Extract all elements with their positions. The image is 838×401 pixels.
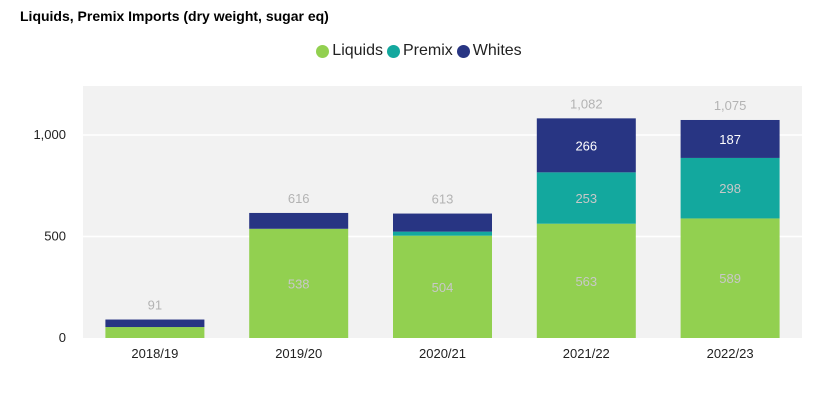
- legend: Liquids Premix Whites: [0, 42, 838, 60]
- x-tick-label: 2019/20: [275, 346, 322, 361]
- data-label: 504: [432, 280, 454, 295]
- x-tick-label: 2018/19: [131, 346, 178, 361]
- total-label: 613: [432, 192, 454, 207]
- y-tick-label: 500: [44, 229, 66, 244]
- chart-title: Liquids, Premix Imports (dry weight, sug…: [20, 8, 329, 24]
- data-label: 563: [575, 274, 597, 289]
- data-label: 589: [719, 271, 741, 286]
- data-label: 298: [719, 181, 741, 196]
- bar-segment-whites[interactable]: [249, 212, 349, 229]
- bar-segment-premix[interactable]: [393, 231, 492, 236]
- legend-swatch-premix: [387, 44, 400, 58]
- bar-segment-liquids[interactable]: [249, 228, 349, 338]
- bar-segment-premix[interactable]: [680, 157, 780, 219]
- legend-item-liquids[interactable]: Liquids: [316, 42, 383, 60]
- x-tick-label: 2022/23: [707, 346, 754, 361]
- bar-segment-liquids[interactable]: [680, 218, 780, 338]
- data-label: 187: [719, 132, 741, 147]
- legend-label-liquids: Liquids: [332, 42, 383, 59]
- y-tick-label: 0: [59, 330, 66, 345]
- x-tick-label: 2020/21: [419, 346, 466, 361]
- x-tick-label: 2021/22: [563, 346, 610, 361]
- data-label: 538: [288, 276, 310, 291]
- legend-label-whites: Whites: [472, 42, 522, 59]
- bar-segment-liquids[interactable]: [393, 235, 492, 338]
- bar-segment-whites[interactable]: [536, 118, 636, 173]
- total-label: 1,075: [714, 98, 747, 113]
- bar-segment-premix[interactable]: [536, 172, 636, 224]
- total-label: 91: [148, 298, 162, 313]
- legend-item-premix[interactable]: Premix: [387, 42, 453, 60]
- legend-item-whites[interactable]: Whites: [456, 42, 522, 60]
- bar-segment-whites[interactable]: [393, 213, 492, 232]
- total-label: 616: [288, 191, 310, 206]
- data-label: 266: [575, 138, 597, 153]
- legend-swatch-whites: [456, 44, 470, 58]
- bar-segment-whites[interactable]: [105, 319, 205, 328]
- legend-label-premix: Premix: [403, 42, 453, 59]
- legend-swatch-liquids: [316, 44, 330, 58]
- total-label: 1,082: [570, 96, 603, 111]
- y-tick-label: 1,000: [33, 127, 66, 142]
- bar-segment-liquids[interactable]: [536, 223, 636, 338]
- data-label: 253: [575, 191, 597, 206]
- bar-segment-liquids[interactable]: [105, 327, 205, 338]
- bar-segment-whites[interactable]: [680, 119, 780, 158]
